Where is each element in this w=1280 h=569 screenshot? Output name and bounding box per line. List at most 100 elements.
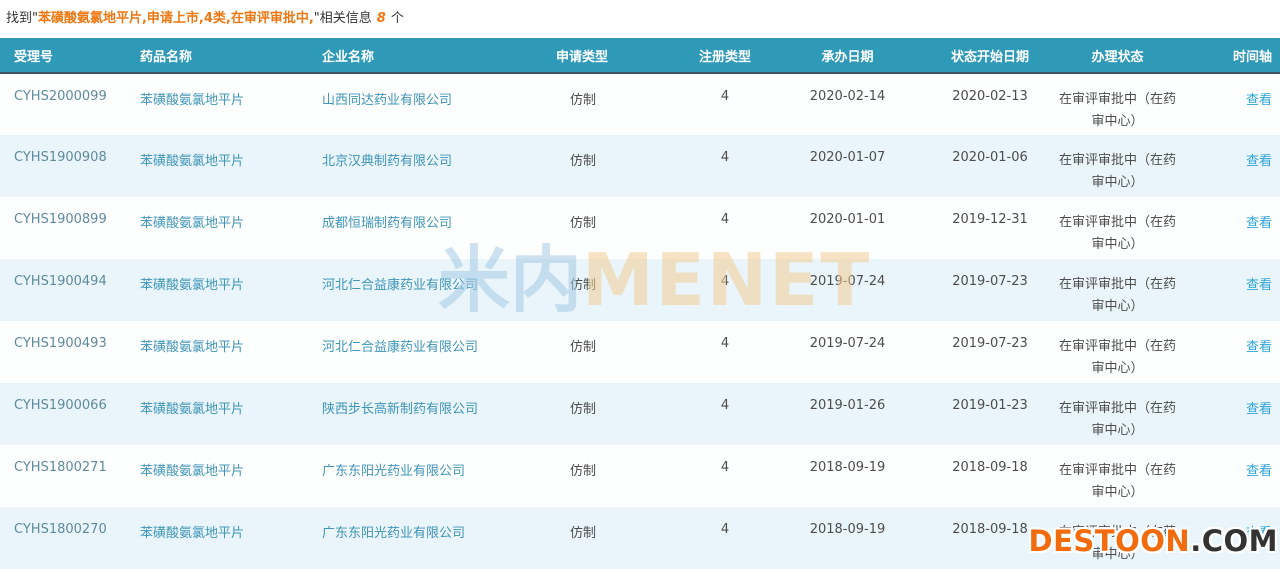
reg-type-cell: 4 [720,150,730,165]
view-link[interactable]: 查看 [1245,154,1272,169]
table-row: CYHS1800271 苯磺酸氨氯地平片 广东东阳光药业有限公司 仿制 4 2018-09… [0,445,1280,507]
status-text: 在审评审批中（在药审中心） [1058,339,1176,376]
view-link[interactable]: 查看 [1245,464,1272,479]
table-header: 受理号 药品名称 企业名称 申请类型 注册类型 承办日期 状态开始日期 办理状态… [0,38,1280,74]
accept-date-cell: 2020-02-14 [809,89,886,104]
col-status-date: 状态开始日期 [935,38,1045,74]
accept-no-cell: CYHS1900066 [14,398,107,413]
table-row: CYHS1900908 苯磺酸氨氯地平片 北京汉典制药有限公司 仿制 4 2020-01-… [0,135,1280,197]
drug-name-link[interactable]: 苯磺酸氨氯地平片 [140,526,245,541]
status-text: 在审评审批中（在药审中心） [1058,277,1176,314]
table-row: CYHS2000099 苯磺酸氨氯地平片 山西同达药业有限公司 仿制 4 2020-02-… [0,73,1280,135]
result-count: 8 [376,11,386,26]
accept-date-cell: 2018-09-19 [809,522,886,537]
view-link[interactable]: 查看 [1245,216,1272,231]
apply-type-cell: 仿制 [570,154,597,169]
status-text: 在审评审批中（在药审中心） [1058,153,1176,190]
count-unit: 个 [390,11,404,26]
drug-name-link[interactable]: 苯磺酸氨氯地平片 [140,216,245,231]
table-row: CYHS1900899 苯磺酸氨氯地平片 成都恒瑞制药有限公司 仿制 4 2020-01-… [0,197,1280,259]
search-result-summary: 找到"苯磺酸氨氯地平片,申请上市,4类,在审评审批中,"相关信息 8 个 [0,0,1280,38]
reg-type-cell: 4 [720,274,730,289]
view-link[interactable]: 查看 [1245,93,1272,108]
apply-type-cell: 仿制 [570,216,597,231]
col-apply-type: 申请类型 [542,38,690,74]
drug-name-link[interactable]: 苯磺酸氨氯地平片 [140,93,245,108]
accept-date-cell: 2019-07-24 [809,274,886,289]
reg-type-cell: 4 [720,336,730,351]
status-date-cell: 2019-01-23 [952,398,1028,413]
drug-name-link[interactable]: 苯磺酸氨氯地平片 [140,464,245,479]
col-status: 办理状态 [1045,38,1190,74]
table-row: CYHS1900494 苯磺酸氨氯地平片 河北仁合益康药业有限公司 仿制 4 2019-0… [0,259,1280,321]
col-accept-no: 受理号 [0,38,126,74]
status-date-cell: 2019-07-23 [952,274,1028,289]
status-date-cell: 2020-01-06 [952,150,1028,165]
company-name-link[interactable]: 广东东阳光药业有限公司 [322,526,466,541]
company-name-link[interactable]: 成都恒瑞制药有限公司 [322,216,453,231]
reg-type-cell: 4 [720,522,730,537]
accept-no-cell: CYHS1800271 [14,460,107,475]
company-name-link[interactable]: 广东东阳光药业有限公司 [322,464,466,479]
accept-no-cell: CYHS1900493 [14,336,107,351]
drug-name-link[interactable]: 苯磺酸氨氯地平片 [140,402,245,417]
table-row: CYHS1800270 苯磺酸氨氯地平片 广东东阳光药业有限公司 仿制 4 2018-09… [0,507,1280,569]
status-text: 在审评审批中（在药审中心） [1058,463,1176,500]
status-cell: 在审评审批中（在药审中心） [1045,197,1190,259]
status-date-cell: 2019-07-23 [952,336,1028,351]
reg-type-cell: 4 [720,89,730,104]
status-cell: 在审评审批中（在药审中心） [1045,321,1190,383]
status-date-cell: 2018-09-18 [952,460,1028,475]
view-link[interactable]: 查看 [1245,402,1272,417]
status-date-cell: 2020-02-13 [952,89,1028,104]
company-name-link[interactable]: 陕西步长高新制药有限公司 [322,402,479,417]
apply-type-cell: 仿制 [570,278,597,293]
table-row: CYHS1900066 苯磺酸氨氯地平片 陕西步长高新制药有限公司 仿制 4 2019-0… [0,383,1280,445]
status-text: 在审评审批中（在药审中心） [1058,525,1176,562]
status-date-cell: 2018-09-18 [952,522,1028,537]
drug-name-link[interactable]: 苯磺酸氨氯地平片 [140,278,245,293]
status-date-cell: 2019-12-31 [952,212,1028,227]
view-link[interactable]: 查看 [1245,340,1272,355]
view-link[interactable]: 查看 [1245,278,1272,293]
drug-name-link[interactable]: 苯磺酸氨氯地平片 [140,154,245,169]
col-reg-type: 注册类型 [690,38,760,74]
accept-no-cell: CYHS2000099 [14,89,107,104]
status-cell: 在审评审批中（在药审中心） [1045,73,1190,135]
status-cell: 在审评审批中（在药审中心） [1045,383,1190,445]
table-row: CYHS1900493 苯磺酸氨氯地平片 河北仁合益康药业有限公司 仿制 4 2019-0… [0,321,1280,383]
results-table: 受理号 药品名称 企业名称 申请类型 注册类型 承办日期 状态开始日期 办理状态… [0,38,1280,569]
apply-type-cell: 仿制 [570,93,597,108]
accept-date-cell: 2019-07-24 [809,336,886,351]
table-body: CYHS2000099 苯磺酸氨氯地平片 山西同达药业有限公司 仿制 4 2020-02-… [0,73,1280,569]
company-name-link[interactable]: 河北仁合益康药业有限公司 [322,340,479,355]
reg-type-cell: 4 [720,212,730,227]
accept-no-cell: CYHS1900908 [14,150,107,165]
company-name-link[interactable]: 河北仁合益康药业有限公司 [322,278,479,293]
drug-name-link[interactable]: 苯磺酸氨氯地平片 [140,340,245,355]
company-name-link[interactable]: 山西同达药业有限公司 [322,93,453,108]
accept-no-cell: CYHS1900899 [14,212,107,227]
accept-no-cell: CYHS1900494 [14,274,107,289]
accept-date-cell: 2020-01-01 [809,212,886,227]
apply-type-cell: 仿制 [570,464,597,479]
col-company-name: 企业名称 [308,38,542,74]
status-cell: 在审评审批中（在药审中心） [1045,135,1190,197]
summary-prefix: 找到" [6,11,38,26]
company-name-link[interactable]: 北京汉典制药有限公司 [322,154,453,169]
accept-no-cell: CYHS1800270 [14,522,107,537]
col-drug-name: 药品名称 [126,38,308,74]
col-accept-date: 承办日期 [760,38,935,74]
status-cell: 在审评审批中（在药审中心） [1045,507,1190,569]
reg-type-cell: 4 [720,460,730,475]
apply-type-cell: 仿制 [570,340,597,355]
status-cell: 在审评审批中（在药审中心） [1045,445,1190,507]
status-cell: 在审评审批中（在药审中心） [1045,259,1190,321]
col-timeline: 时间轴 [1190,38,1280,74]
accept-date-cell: 2020-01-07 [809,150,886,165]
apply-type-cell: 仿制 [570,526,597,541]
view-link[interactable]: 查看 [1245,526,1272,541]
status-text: 在审评审批中（在药审中心） [1058,215,1176,252]
accept-date-cell: 2019-01-26 [809,398,886,413]
status-text: 在审评审批中（在药审中心） [1058,401,1176,438]
